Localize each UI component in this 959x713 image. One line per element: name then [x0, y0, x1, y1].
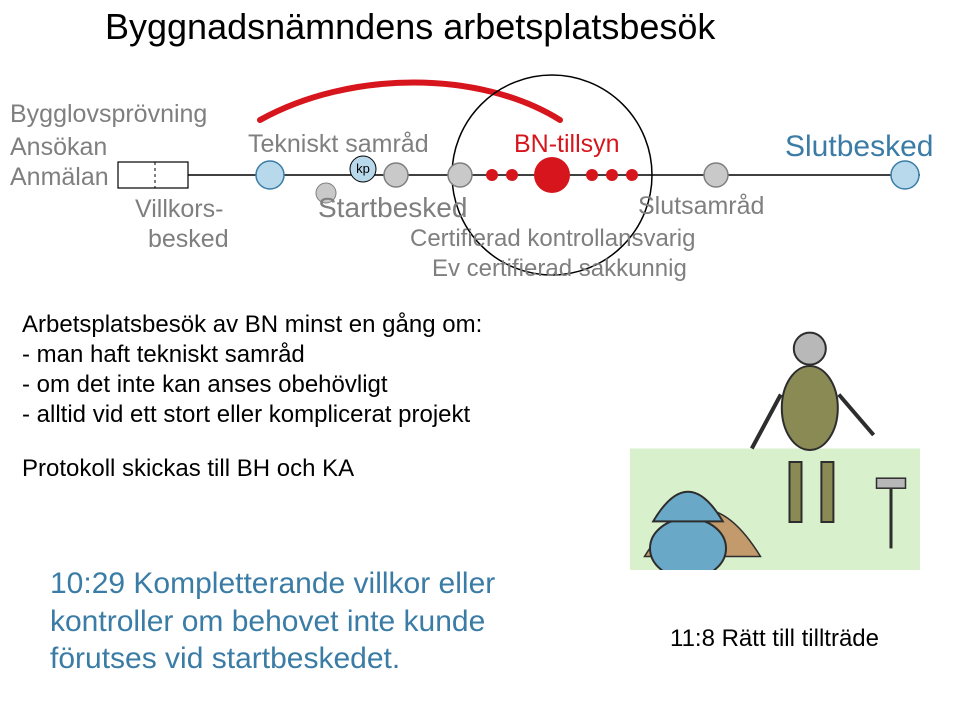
bottom-blue-text: 10:29 Kompletterande villkor eller kontr… [50, 565, 495, 678]
protokoll-line: Protokoll skickas till BH och KA [22, 454, 482, 484]
label-ansokan: Ansökan [10, 133, 107, 162]
list-line: - man haft tekniskt samråd [22, 340, 482, 370]
list-line: Arbetsplatsbesök av BN minst en gång om: [22, 310, 482, 340]
label-certifierad: Certifierad kontrollansvarig [410, 225, 695, 253]
list-line: - om det inte kan anses obehövligt [22, 370, 482, 400]
label-startbesked: Startbesked [318, 192, 467, 224]
criteria-list: Arbetsplatsbesök av BN minst en gång om:… [22, 310, 482, 484]
label-anmalan: Anmälan [10, 163, 109, 192]
svg-text:kp: kp [356, 161, 370, 176]
label-bntillsyn: BN-tillsyn [514, 130, 620, 159]
blue-line: förutses vid startbeskedet. [50, 640, 495, 678]
label-evcert: Ev certifierad sakkunnig [432, 255, 687, 283]
label-tekniskt: Tekniskt samråd [248, 130, 429, 159]
label-villkors: Villkors- [135, 195, 223, 224]
label-slutsamrad: Slutsamråd [638, 192, 764, 221]
label-besked: besked [148, 225, 229, 254]
blue-line: 10:29 Kompletterande villkor eller [50, 565, 495, 603]
workers-illustration [630, 300, 920, 570]
label-bygglov: Bygglovsprövning [10, 100, 207, 129]
label-slutbesked: Slutbesked [785, 130, 933, 164]
blue-line: kontroller om behovet inte kunde [50, 603, 495, 641]
bottom-right-text: 11:8 Rätt till tillträde [670, 625, 879, 653]
list-line: - alltid vid ett stort eller komplicerat… [22, 400, 482, 430]
